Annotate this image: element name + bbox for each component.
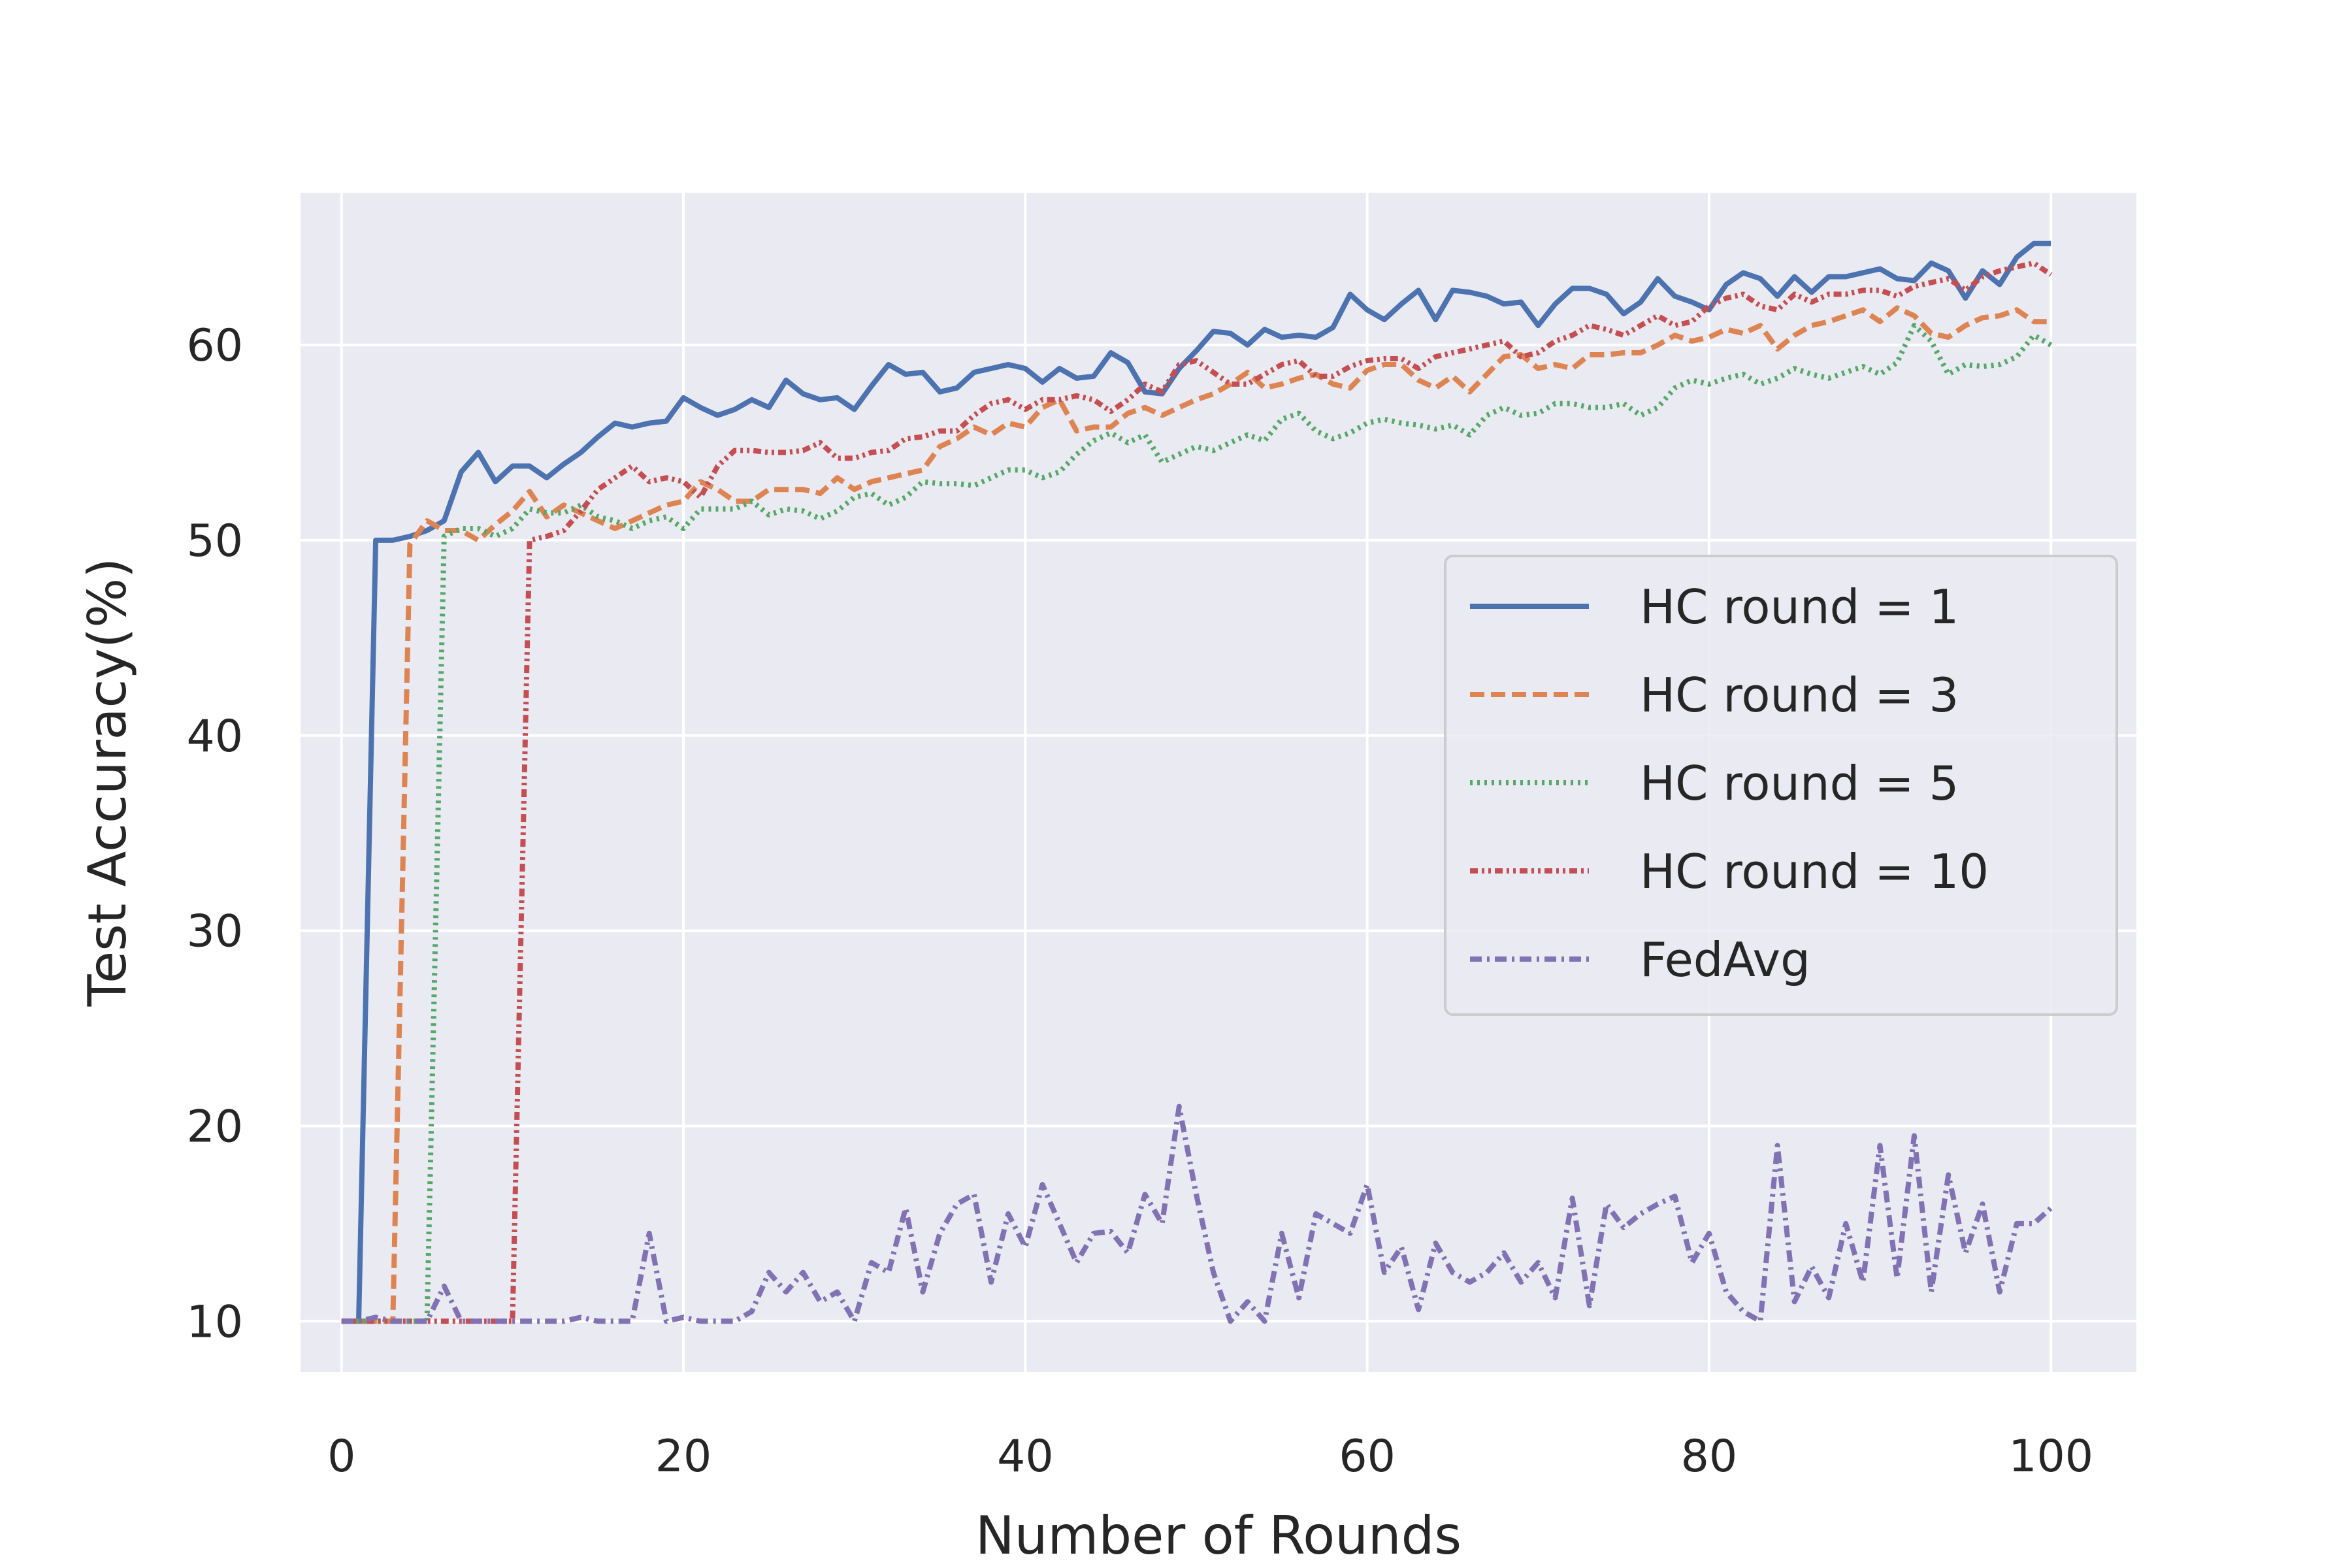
y-tick-label: 50 <box>186 515 243 567</box>
x-axis-label: Number of Rounds <box>975 1505 1462 1566</box>
y-tick-labels: 10 20 30 40 50 60 <box>186 320 243 1348</box>
legend-label: HC round = 10 <box>1640 844 1989 899</box>
series-layer <box>341 240 2053 1324</box>
y-tick-label: 30 <box>186 906 243 958</box>
series-line-1 <box>341 240 2051 1324</box>
y-tick-label: 10 <box>186 1296 243 1348</box>
legend-label: HC round = 3 <box>1640 668 1959 723</box>
y-tick-label: 60 <box>186 320 243 372</box>
x-tick-label: 80 <box>1681 1431 1738 1482</box>
x-tick-label: 0 <box>327 1431 355 1482</box>
x-tick-label: 100 <box>2008 1431 2093 1482</box>
legend-label: FedAvg <box>1640 932 1810 987</box>
series-line-2 <box>341 305 2051 1324</box>
x-tick-label: 40 <box>997 1431 1054 1482</box>
y-tick-label: 20 <box>186 1101 243 1152</box>
legend: HC round = 1 HC round = 3 HC round = 5 HC r… <box>1444 555 2118 1016</box>
x-tick-labels: 0 20 40 60 80 100 <box>327 1431 2093 1482</box>
series-line-4 <box>341 260 2053 1324</box>
y-tick-label: 40 <box>186 711 243 762</box>
series-line-5 <box>341 1103 2053 1324</box>
x-tick-label: 20 <box>655 1431 712 1482</box>
legend-label: HC round = 5 <box>1640 756 1959 811</box>
x-tick-label: 60 <box>1339 1431 1396 1482</box>
legend-box <box>1444 555 2118 1016</box>
y-axis-label: Test Accuracy(%) <box>77 558 138 1007</box>
legend-label: HC round = 1 <box>1640 580 1959 634</box>
